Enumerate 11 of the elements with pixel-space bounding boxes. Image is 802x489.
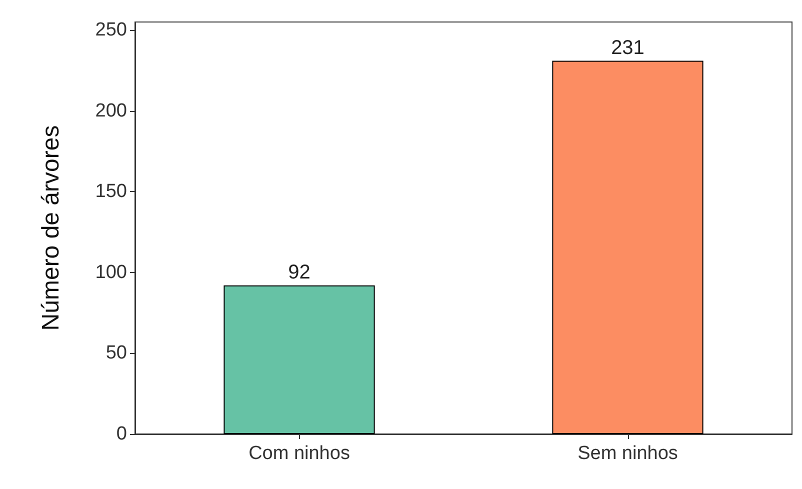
x-tick-label: Com ninhos	[248, 443, 350, 464]
y-tick-label: 0	[116, 424, 127, 444]
y-tick-label: 100	[95, 262, 127, 283]
y-tick-label: 200	[95, 100, 127, 122]
y-tick-label: 50	[106, 342, 127, 364]
x-tick-label: Sem ninhos	[578, 443, 678, 464]
y-axis-title: Número de árvores	[38, 125, 64, 331]
data-label: 231	[611, 36, 644, 59]
data-label: 92	[288, 261, 310, 284]
y-tick-label: 250	[95, 20, 127, 41]
y-tick-label: 150	[95, 181, 127, 202]
